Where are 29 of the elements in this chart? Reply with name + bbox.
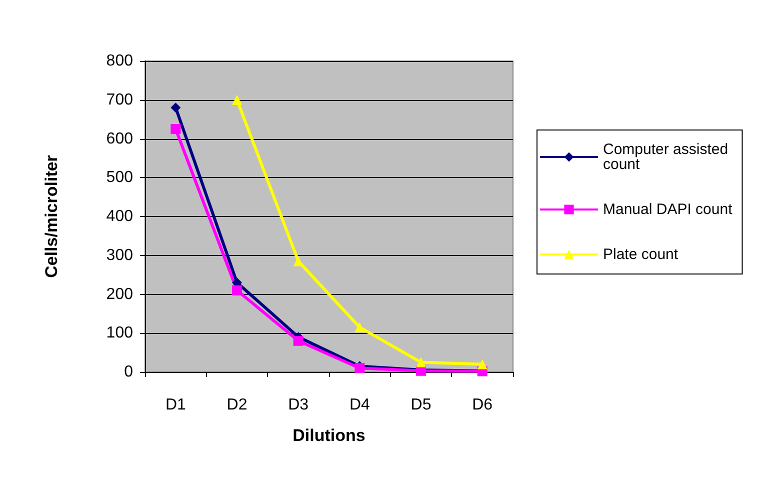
x-tick-label: D2	[226, 396, 248, 414]
x-axis-title: Dilutions	[292, 426, 366, 445]
x-tick-label: D6	[472, 396, 493, 414]
x-tick-label: D1	[165, 396, 186, 414]
legend-label: Computer assisted count	[603, 141, 732, 173]
y-tick-label: 500	[106, 169, 134, 186]
y-tick-label: 600	[106, 130, 134, 148]
point	[293, 336, 304, 346]
y-tick-label: 400	[106, 208, 134, 225]
y-tick-label: 700	[106, 91, 134, 108]
legend-label: Manual DAPI count	[603, 201, 734, 218]
point	[232, 285, 242, 296]
y-tick-label: 100	[106, 324, 134, 342]
point	[354, 322, 365, 332]
x-tick-label: D3	[288, 396, 309, 414]
y-tick-label: 0	[124, 364, 134, 380]
legend-label: Plate count	[603, 246, 679, 263]
point	[293, 256, 304, 266]
x-tick-label: D4	[349, 396, 370, 414]
point	[170, 102, 181, 113]
point	[170, 124, 181, 134]
y-tick-label: 800	[106, 52, 134, 70]
point	[477, 359, 488, 370]
y-axis-title: Cells/microliter	[42, 154, 61, 278]
y-tick-label: 200	[106, 286, 134, 303]
point	[232, 94, 242, 105]
y-tick-label: 300	[106, 246, 134, 264]
point	[416, 357, 426, 368]
x-tick-label: D5	[410, 396, 432, 414]
